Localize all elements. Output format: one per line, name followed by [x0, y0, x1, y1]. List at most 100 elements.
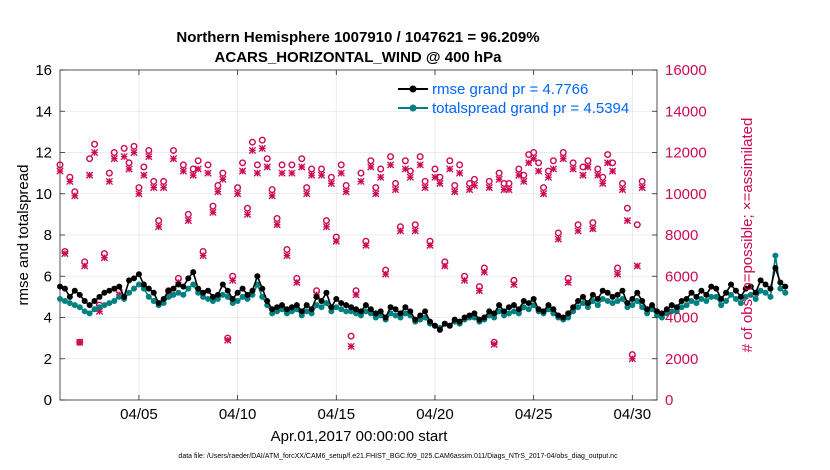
spread-point — [86, 310, 93, 317]
obs-assimilated-point — [628, 355, 636, 363]
rmse-point — [614, 291, 621, 298]
spread-point — [777, 285, 784, 292]
spread-point — [57, 295, 63, 302]
rmse-point — [545, 302, 552, 309]
obs-possible-point — [347, 332, 355, 340]
obs-layer — [56, 136, 646, 363]
spread-point — [66, 300, 73, 307]
spread-point — [274, 308, 281, 315]
obs-possible-point — [559, 148, 567, 156]
spread-point — [609, 300, 616, 307]
spread-point — [180, 291, 187, 298]
rmse-point — [224, 287, 231, 294]
obs-possible-point — [327, 173, 335, 181]
y-right-tick-label: 12000 — [665, 145, 707, 162]
spread-point — [165, 293, 172, 300]
obs-possible-point — [623, 204, 631, 212]
obs-possible-point — [485, 177, 493, 185]
obs-possible-point — [377, 165, 385, 173]
spread-point — [150, 298, 157, 304]
rmse-point — [708, 283, 715, 290]
obs-assimilated-point — [347, 342, 355, 351]
rmse-point — [644, 306, 651, 313]
obs-assimilated-point — [229, 276, 237, 285]
x-tick-label: 04/25 — [515, 406, 553, 423]
x-tick-label: 04/15 — [318, 406, 356, 423]
rmse-point — [407, 308, 414, 315]
rmse-point — [111, 285, 118, 292]
spread-point — [269, 310, 276, 317]
spread-point — [584, 304, 591, 311]
spread-point — [328, 308, 335, 315]
spread-point — [279, 306, 286, 313]
y-right-axis-label: # of obs: o=possible; ×=assimilated — [739, 118, 756, 353]
spread-point — [303, 308, 310, 315]
rmse-point — [313, 293, 320, 300]
spread-point — [658, 314, 665, 321]
obs-possible-point — [357, 169, 365, 177]
spread-point — [106, 300, 113, 307]
spread-point — [417, 316, 424, 323]
spread-point — [644, 310, 651, 317]
obs-assimilated-point — [633, 262, 641, 270]
rmse-point — [747, 283, 754, 290]
obs-assimilated-point — [574, 227, 582, 235]
spread-point — [496, 308, 503, 315]
obs-assimilated-point — [125, 165, 133, 173]
spread-point — [126, 289, 133, 296]
rmse-point — [308, 306, 315, 313]
obs-assimilated-point — [441, 262, 449, 270]
rmse-point — [461, 314, 468, 321]
rmse-point — [446, 322, 453, 329]
obs-possible-point — [638, 177, 646, 185]
rmse-point — [491, 310, 498, 317]
spread-point — [362, 308, 369, 315]
rmse-point — [402, 304, 409, 311]
obs-possible-point — [130, 142, 138, 150]
obs-assimilated-point — [357, 177, 365, 186]
rmse-point — [259, 285, 266, 292]
rmse-point — [71, 287, 78, 294]
y-left-tick-label: 4 — [44, 310, 52, 327]
obs-possible-point — [303, 184, 311, 192]
obs-possible-point — [204, 161, 212, 169]
tick-layer: 0 0 2 2000 4 4000 6 6000 8 8000 10 10000 12 12000 14 14… — [35, 62, 706, 423]
obs-possible-point — [91, 140, 99, 148]
obs-possible-point — [495, 169, 503, 177]
obs-assimilated-point — [451, 188, 459, 196]
chart-title-line2: ACARS_HORIZONTAL_WIND @ 400 hPa — [215, 49, 503, 66]
obs-assimilated-point — [475, 287, 484, 295]
rmse-point — [737, 293, 744, 300]
spread-point — [259, 293, 266, 300]
rmse-point — [372, 310, 379, 317]
rmse-point — [535, 306, 542, 313]
rmse-point — [318, 298, 325, 304]
rmse-point — [150, 289, 157, 296]
obs-assimilated-point — [224, 336, 232, 344]
spread-point — [96, 304, 103, 311]
rmse-point — [752, 289, 759, 296]
obs-assimilated-point — [189, 171, 197, 179]
obs-assimilated-point — [303, 190, 311, 198]
rmse-point — [550, 306, 557, 313]
rmse-point — [170, 285, 177, 292]
rmse-point — [594, 295, 601, 302]
obs-assimilated-point — [100, 254, 109, 262]
spread-point — [525, 306, 532, 313]
obs-possible-point — [589, 219, 597, 227]
spread-point — [111, 298, 118, 304]
spread-point — [214, 295, 221, 302]
rmse-point — [639, 298, 646, 304]
rmse-point — [520, 298, 527, 304]
spread-point — [619, 295, 626, 302]
obs-possible-point — [278, 161, 286, 169]
spread-point — [298, 312, 305, 319]
rmse-point — [629, 295, 636, 302]
spread-point — [663, 310, 670, 317]
rmse-point — [106, 287, 113, 294]
spread-point — [693, 300, 700, 307]
obs-assimilated-point — [61, 249, 69, 258]
rmse-point — [466, 312, 473, 319]
spread-point — [140, 285, 147, 292]
rmse-point — [323, 289, 330, 296]
